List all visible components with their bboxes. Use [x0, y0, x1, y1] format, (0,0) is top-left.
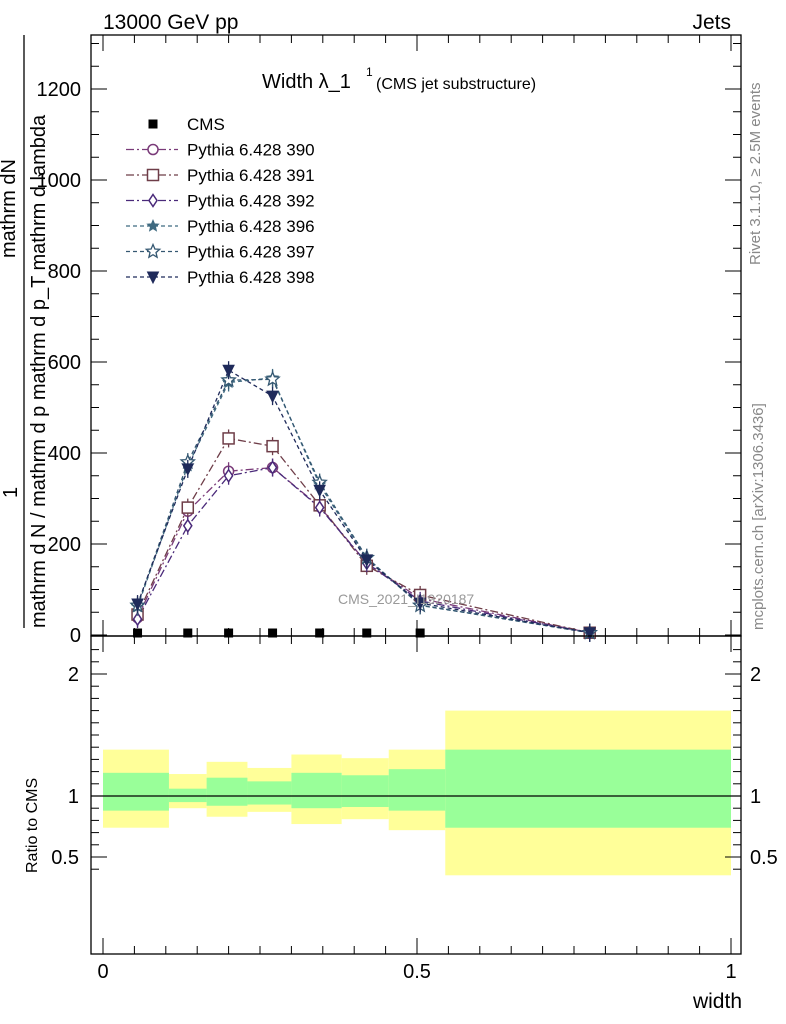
- series-3-point: [267, 460, 278, 475]
- y-tick-label: 0: [70, 625, 81, 647]
- series-6-point: [222, 364, 235, 378]
- x-tick-label: 0: [97, 961, 108, 983]
- legend-label-cms: CMS: [187, 115, 225, 134]
- series-6-point: [266, 390, 279, 404]
- series-2-point: [222, 432, 235, 445]
- legend-marker-5: [144, 242, 162, 259]
- y-tick-label: 600: [48, 352, 81, 374]
- main-plot-panel: Width λ_1 1 (CMS jet substructure) mathr…: [0, 34, 742, 647]
- cms-data-point: [183, 628, 193, 638]
- series-6-point: [583, 627, 597, 640]
- ratio-band-green: [388, 769, 446, 811]
- cms-data-point: [224, 628, 234, 638]
- legend-label-4: Pythia 6.428 396: [187, 217, 315, 236]
- series-6-point: [131, 598, 144, 612]
- y-axis-label-line-2: mathrm d N / mathrm d p mathrm d p_T mat…: [28, 114, 50, 628]
- legend-label-3: Pythia 6.428 392: [187, 192, 315, 211]
- legend-label-6: Pythia 6.428 398: [187, 268, 315, 287]
- cms-data-point: [268, 628, 278, 638]
- series-3-point: [182, 518, 193, 534]
- ratio-y-tick-label-right: 0.5: [750, 847, 778, 869]
- ratio-band-green: [206, 777, 248, 806]
- series-2-point: [266, 439, 279, 453]
- series-6-line: [136, 369, 590, 634]
- series-2-line: [136, 437, 590, 634]
- y-tick-label: 1200: [37, 79, 82, 101]
- y-tick-label: 1000: [37, 170, 82, 192]
- legend-label-1: Pythia 6.428 390: [187, 141, 315, 160]
- ratio-band-green: [103, 772, 169, 811]
- series-3-point: [132, 611, 143, 627]
- y-axis-label-numerator: mathrm dN: [0, 159, 20, 258]
- watermark: CMS_2021_I1920187: [338, 591, 474, 607]
- series-3-line: [136, 466, 590, 634]
- cms-data-point: [133, 628, 143, 638]
- header-left: 13000 GeV pp: [103, 11, 238, 34]
- series-3-point: [314, 500, 325, 515]
- ratio-band-green: [445, 749, 731, 828]
- legend-marker-2: [146, 168, 160, 182]
- plot-title-note: (CMS jet substructure): [376, 76, 536, 93]
- ratio-band-green: [291, 772, 342, 809]
- legend-marker-6: [146, 271, 160, 285]
- ratio-band-green: [341, 775, 389, 807]
- ratio-y-axis-label: Ratio to CMS: [24, 778, 41, 873]
- ratio-y-tick-label: 2: [68, 664, 79, 686]
- ratio-y-tick-label-right: 1: [750, 786, 761, 808]
- series-1-line: [136, 466, 590, 634]
- plot-title-superscript: 1: [366, 65, 373, 79]
- x-tick-label: 0.5: [403, 961, 431, 983]
- legend-marker-1: [147, 143, 159, 156]
- legend: CMS Pythia 6.428 390 Pythia 6.428 391 Pythi…: [126, 115, 315, 287]
- series-6-point: [360, 554, 374, 568]
- series-3-point: [223, 468, 234, 484]
- y-axis-label: mathrm dN 1 mathrm d N / mathrm d p math…: [0, 35, 50, 628]
- y-axis-label-line-1: 1: [0, 487, 22, 498]
- plot-title: Width λ_1 1 (CMS jet substructure): [262, 65, 536, 93]
- series-6-point: [181, 463, 195, 477]
- legend-label-2: Pythia 6.428 391: [187, 166, 315, 185]
- series-5-point: [264, 370, 281, 387]
- cms-data-point: [362, 628, 372, 638]
- legend-marker-3: [148, 193, 158, 208]
- rivet-version-label: Rivet 3.1.10, ≥ 2.5M events: [747, 83, 764, 266]
- y-tick-label: 800: [48, 261, 81, 283]
- legend-label-5: Pythia 6.428 397: [187, 243, 315, 262]
- series-5-line: [136, 378, 590, 634]
- plot-title-main: Width λ_1: [262, 71, 351, 93]
- ratio-plot-frame: [90, 635, 742, 955]
- x-tick-label: 1: [725, 961, 736, 983]
- ratio-y-tick-label-right: 2: [750, 664, 761, 686]
- ratio-band-green: [247, 781, 292, 805]
- header-right: Jets: [692, 11, 731, 34]
- ratio-y-tick-label: 0.5: [51, 847, 79, 869]
- y-tick-label: 400: [48, 443, 81, 465]
- series-5-point: [220, 371, 237, 388]
- mcplots-label: mcplots.cern.ch [arXiv:1306.3436]: [750, 403, 767, 630]
- legend-marker-4: [146, 218, 160, 232]
- series-6-point: [313, 484, 326, 498]
- ratio-plot-panel: Ratio to CMS width 0 0.5 1 0.5 0.5 1 1 2 2: [24, 635, 778, 1013]
- y-tick-label: 200: [48, 534, 81, 556]
- cms-data-point: [415, 628, 425, 638]
- ratio-y-tick-label: 1: [68, 786, 79, 808]
- series-2-point: [181, 501, 195, 514]
- legend-marker-cms: [148, 119, 158, 129]
- series-6-point: [413, 597, 427, 611]
- x-axis-label: width: [692, 990, 742, 1013]
- cms-data-point: [315, 628, 325, 638]
